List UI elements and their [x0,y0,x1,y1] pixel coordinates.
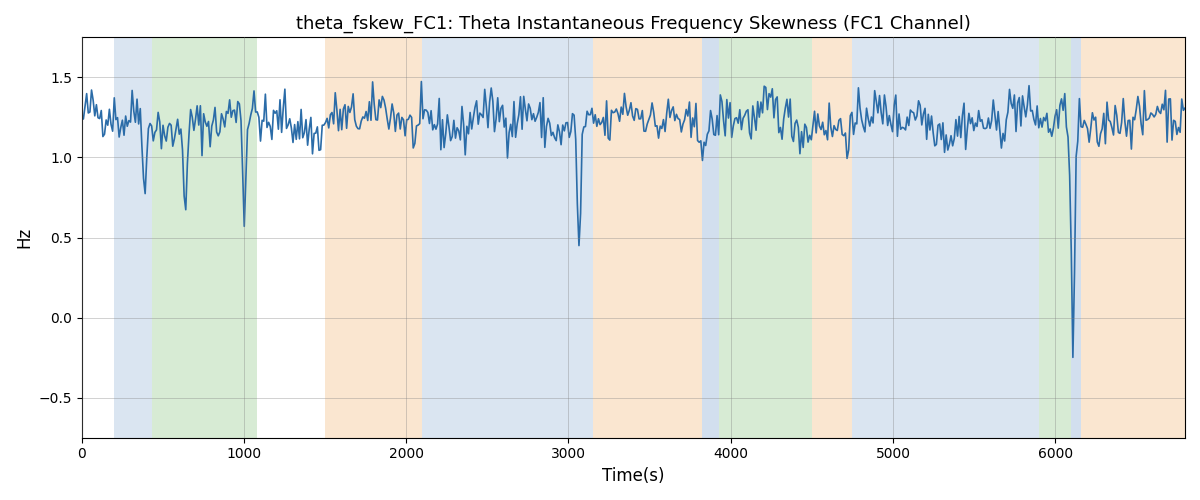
Bar [852,38,1039,438]
Bar [325,38,422,438]
Bar [719,38,812,438]
Bar [593,38,702,438]
Bar [812,38,852,438]
Bar [1039,38,1072,438]
Bar [702,38,719,438]
Bar [151,38,257,438]
Title: theta_fskew_FC1: Theta Instantaneous Frequency Skewness (FC1 Channel): theta_fskew_FC1: Theta Instantaneous Fre… [296,15,971,34]
Bar [114,38,151,438]
Bar [1081,38,1186,438]
Bar [1072,38,1081,438]
Y-axis label: Hz: Hz [14,227,34,248]
Bar [422,38,593,438]
X-axis label: Time(s): Time(s) [602,467,665,485]
